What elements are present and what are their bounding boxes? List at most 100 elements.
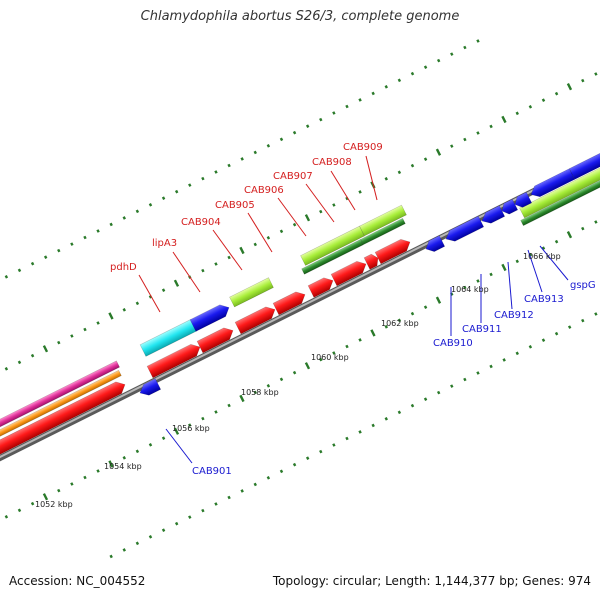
- tick-mark: [463, 377, 467, 382]
- orange-feature[interactable]: [0, 369, 122, 442]
- tick-mark: [188, 183, 192, 187]
- tick-mark: [476, 39, 480, 43]
- tick-mark: [17, 360, 22, 365]
- tick-mark: [279, 229, 284, 234]
- forward-cds-arrow[interactable]: [146, 341, 203, 379]
- tick-mark: [423, 397, 428, 401]
- lime-feature[interactable]: [359, 204, 407, 237]
- tick-mark: [370, 329, 376, 337]
- forward-gene-callout[interactable]: CAB905: [215, 200, 273, 253]
- kbp-scale-label: 1064 kbp: [451, 285, 489, 294]
- tick-mark: [594, 312, 598, 316]
- tick-mark: [30, 261, 35, 266]
- magenta-feature[interactable]: [0, 360, 120, 432]
- blue-feature[interactable]: [568, 149, 600, 180]
- tick-mark: [30, 353, 35, 358]
- tick-mark: [436, 390, 441, 395]
- forward-cds-arrow[interactable]: [374, 236, 413, 265]
- tick-mark: [435, 148, 442, 156]
- tick-mark: [501, 263, 507, 272]
- kbp-scale-label: 1058 kbp: [241, 388, 279, 397]
- tick-mark: [476, 371, 480, 375]
- reverse-cds-arrow[interactable]: [137, 378, 162, 399]
- tick-mark: [463, 137, 467, 142]
- reverse-cds-arrow[interactable]: [443, 215, 485, 244]
- lime-feature[interactable]: [519, 163, 600, 219]
- tick-mark: [188, 515, 192, 519]
- tick-mark: [173, 427, 180, 435]
- tick-mark: [345, 344, 349, 349]
- tick-mark: [70, 482, 74, 486]
- cyan-feature[interactable]: [139, 318, 198, 357]
- forward-gene-callout[interactable]: CAB908: [312, 157, 356, 211]
- reverse-gene-callout[interactable]: CAB913: [524, 249, 564, 305]
- tick-mark: [227, 403, 231, 408]
- forward-gene-label: CAB904: [181, 217, 221, 228]
- tick-mark: [266, 236, 271, 240]
- reverse-gene-callout[interactable]: CAB901: [165, 428, 232, 477]
- tick-mark: [528, 105, 533, 109]
- tick-mark: [57, 488, 61, 493]
- tick-mark: [345, 104, 349, 109]
- tick-mark: [450, 144, 454, 148]
- tick-mark: [109, 554, 113, 559]
- forward-gene-callout[interactable]: pdhD: [110, 262, 161, 313]
- tick-mark: [305, 124, 310, 128]
- forward-cds-arrow[interactable]: [272, 289, 308, 316]
- reverse-cds-arrow[interactable]: [423, 235, 446, 255]
- reverse-gene-callout[interactable]: CAB912: [494, 261, 534, 321]
- reverse-cds-arrow[interactable]: [499, 198, 519, 216]
- tick-mark: [423, 157, 428, 161]
- forward-gene-label: lipA3: [152, 238, 177, 249]
- blue-feature[interactable]: [189, 302, 232, 332]
- reverse-gene-callout[interactable]: CAB911: [462, 274, 502, 335]
- forward-gene-callout[interactable]: CAB907: [273, 171, 335, 223]
- forward-cds-arrow[interactable]: [363, 252, 381, 270]
- reverse-gene-label: CAB913: [524, 294, 564, 305]
- tick-mark: [109, 222, 113, 227]
- forward-gene-callout[interactable]: CAB906: [244, 185, 307, 237]
- forward-gene-label: CAB907: [273, 171, 313, 182]
- green-feature[interactable]: [520, 175, 600, 227]
- tick-mark: [371, 423, 375, 428]
- lime-feature[interactable]: [229, 277, 274, 308]
- forward-gene-label: pdhD: [110, 262, 137, 273]
- forward-gene-callout[interactable]: CAB909: [343, 142, 383, 201]
- forward-cds-arrow[interactable]: [196, 325, 236, 354]
- forward-cds-arrow[interactable]: [0, 379, 128, 459]
- tick-mark: [253, 482, 257, 487]
- tick-mark: [463, 45, 467, 50]
- tick-mark: [397, 318, 402, 323]
- forward-cds-arrow[interactable]: [307, 275, 336, 298]
- reverse-gene-label: gspG: [570, 280, 596, 291]
- forward-cds-arrow[interactable]: [234, 304, 278, 335]
- blue-feature[interactable]: [528, 168, 576, 200]
- reverse-gene-callout[interactable]: gspG: [539, 245, 596, 291]
- reverse-cds-arrow[interactable]: [512, 191, 533, 210]
- reverse-cds-arrow[interactable]: [479, 205, 506, 227]
- lime-feature[interactable]: [300, 225, 365, 266]
- tick-mark: [17, 268, 22, 273]
- forward-cds-arrow[interactable]: [330, 258, 369, 287]
- tick-mark: [292, 222, 297, 227]
- tick-mark: [292, 462, 297, 467]
- forward-gene-callout[interactable]: CAB904: [181, 217, 243, 271]
- tick-mark: [214, 410, 218, 414]
- tick-mark: [148, 203, 153, 207]
- reverse-gene-callout[interactable]: CAB910: [433, 287, 473, 349]
- forward-gene-callout[interactable]: lipA3: [152, 238, 201, 293]
- green-feature[interactable]: [360, 217, 406, 246]
- tick-mark: [108, 460, 114, 468]
- tick-mark: [4, 275, 9, 279]
- tick-mark: [384, 325, 388, 329]
- tick-mark: [358, 98, 362, 102]
- tick-mark: [410, 403, 415, 408]
- tick-mark: [384, 85, 388, 89]
- forward-gene-label: CAB908: [312, 157, 352, 168]
- tick-mark: [371, 91, 375, 96]
- green-feature[interactable]: [301, 239, 364, 275]
- tick-mark: [397, 170, 402, 175]
- tick-mark: [410, 163, 415, 168]
- tick-mark: [17, 508, 22, 513]
